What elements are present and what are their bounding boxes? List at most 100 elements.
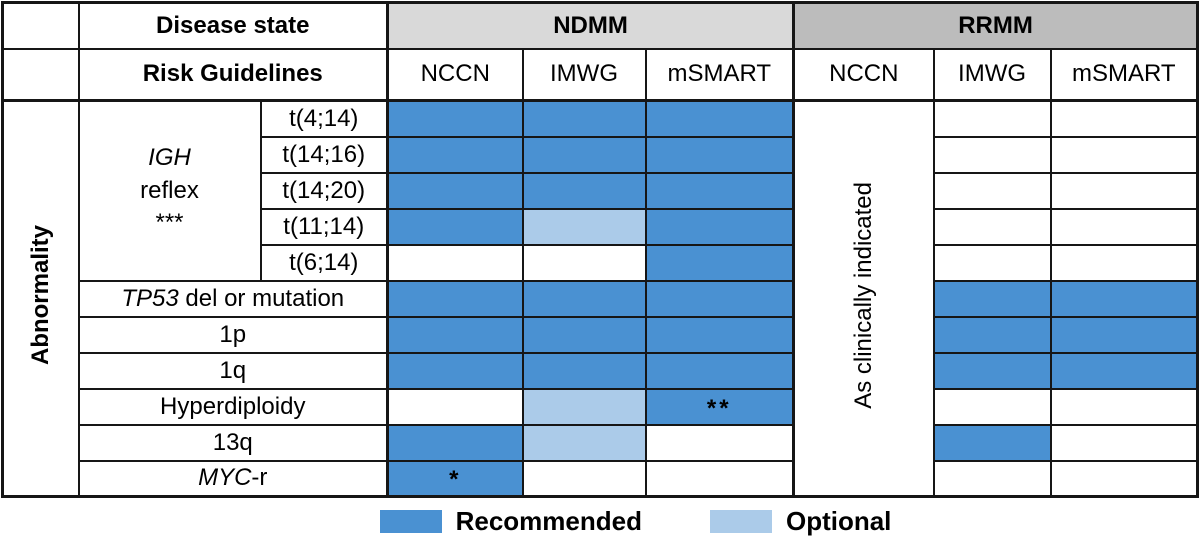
abnormality-axis-cell: Abnormality — [1, 99, 80, 498]
matrix-cell-ndmm-nccn — [386, 135, 524, 174]
row-label: 13q — [77, 423, 389, 462]
table-row: 13q — [3, 423, 1199, 462]
row-label: TP53 del or mutation — [77, 279, 389, 318]
matrix-cell-ndmm-imwg — [521, 351, 647, 390]
matrix-cell-ndmm-msmart — [644, 135, 795, 174]
matrix-cell-rrmm-imwg — [932, 351, 1052, 390]
matrix-cell-ndmm-nccn — [386, 99, 524, 138]
table-row: Hyperdiploidy ** — [3, 387, 1199, 426]
matrix-cell-rrmm-msmart — [1049, 99, 1199, 138]
matrix-cell-ndmm-msmart — [644, 279, 795, 318]
igh-reflex-group-cell: IGH reflex *** — [77, 99, 262, 282]
recommended-label: Recommended — [455, 505, 642, 536]
row-label: MYC-r — [77, 459, 389, 498]
row-label: t(14;16) — [259, 135, 389, 174]
risk-guidelines-table: Disease state NDMM RRMM Risk Guidelines … — [1, 1, 1199, 498]
col-header-ndmm-imwg: IMWG — [521, 47, 647, 102]
matrix-cell-rrmm-msmart — [1049, 459, 1199, 498]
matrix-cell-ndmm-msmart — [644, 423, 795, 462]
matrix-cell-ndmm-nccn — [386, 243, 524, 282]
rrmm-group-header: RRMM — [792, 1, 1199, 50]
row-label: t(14;20) — [259, 171, 389, 210]
igh-footnote-marker: *** — [155, 208, 184, 236]
matrix-cell-ndmm-imwg — [521, 99, 647, 138]
row-label-text: MYC — [198, 464, 252, 492]
table-row: t(6;14) — [3, 243, 1199, 282]
matrix-cell-rrmm-imwg — [932, 99, 1052, 138]
matrix-cell-rrmm-msmart — [1049, 315, 1199, 354]
ndmm-group-header: NDMM — [385, 1, 795, 50]
matrix-cell-rrmm-imwg — [932, 207, 1052, 246]
matrix-cell-rrmm-imwg — [932, 315, 1052, 354]
matrix-cell-ndmm-msmart — [644, 243, 795, 282]
table-row: Risk Guidelines NCCN IMWG mSMART NCCN IM… — [1, 47, 1199, 102]
optional-label: Optional — [785, 505, 892, 536]
matrix-cell-ndmm-msmart — [644, 315, 795, 354]
row-label-text: del or mutation — [178, 284, 345, 312]
row-label-text: 1p — [219, 320, 247, 348]
optional-swatch — [709, 509, 772, 533]
matrix-cell-ndmm-nccn — [386, 279, 524, 318]
corner-cell — [1, 47, 80, 102]
matrix-cell-rrmm-imwg — [932, 279, 1052, 318]
matrix-cell-ndmm-imwg — [521, 243, 647, 282]
matrix-cell-rrmm-msmart — [1049, 423, 1199, 462]
matrix-cell-rrmm-imwg — [932, 459, 1052, 498]
matrix-cell-ndmm-nccn — [386, 207, 524, 246]
matrix-cell-rrmm-msmart — [1049, 243, 1199, 282]
row-label: t(11;14) — [259, 207, 389, 246]
table-row: Disease state NDMM RRMM — [1, 1, 1199, 50]
row-label: Hyperdiploidy — [77, 387, 389, 426]
row-label-text: t(14;20) — [282, 176, 366, 204]
row-label-text: t(4;14) — [289, 104, 359, 132]
matrix-cell-rrmm-msmart — [1049, 207, 1199, 246]
matrix-cell-ndmm-imwg — [521, 459, 647, 498]
matrix-cell-rrmm-imwg — [932, 243, 1052, 282]
matrix-cell-ndmm-nccn — [386, 171, 524, 210]
col-header-ndmm-nccn: NCCN — [386, 47, 524, 102]
risk-guidelines-header: Risk Guidelines — [77, 47, 389, 102]
matrix-cell-ndmm-nccn — [386, 387, 524, 426]
table-row: t(11;14) — [3, 207, 1199, 246]
footnote-marker: ** — [706, 394, 732, 422]
matrix-cell-rrmm-msmart — [1049, 387, 1199, 426]
matrix-cell-rrmm-imwg — [932, 423, 1052, 462]
as-clinically-indicated-label: As clinically indicated — [849, 181, 877, 409]
matrix-cell-ndmm-imwg — [521, 423, 647, 462]
matrix-cell-rrmm-imwg — [932, 171, 1052, 210]
matrix-cell-rrmm-msmart — [1049, 279, 1199, 318]
row-label: t(4;14) — [259, 99, 389, 138]
col-header-rrmm-nccn: NCCN — [792, 47, 935, 102]
row-label-text: -r — [251, 464, 268, 492]
disease-state-header: Disease state — [77, 1, 389, 50]
row-label: t(6;14) — [259, 243, 389, 282]
recommended-swatch — [379, 509, 442, 533]
matrix-cell-ndmm-nccn — [386, 351, 524, 390]
matrix-cell-rrmm-msmart — [1049, 135, 1199, 174]
table-row: Abnormality IGH reflex *** t(4;14) As clinica… — [1, 99, 1199, 498]
col-header-rrmm-imwg: IMWG — [932, 47, 1052, 102]
matrix-cell-ndmm-imwg — [521, 387, 647, 426]
row-label-text: 13q — [212, 428, 253, 456]
matrix-cell-ndmm-imwg — [521, 315, 647, 354]
footnote-marker: * — [449, 466, 462, 494]
table-row: t(14;20) — [3, 171, 1199, 210]
table-row: 1p — [3, 315, 1199, 354]
table-row: MYC-r * — [3, 459, 1199, 498]
corner-cell — [1, 1, 80, 50]
matrix-cell-ndmm-msmart — [644, 99, 795, 138]
matrix-cell-rrmm-msmart — [1049, 171, 1199, 210]
matrix-cell-ndmm-imwg — [521, 171, 647, 210]
matrix-cell-ndmm-imwg — [521, 207, 647, 246]
rrmm-nccn-merged-cell: As clinically indicated — [792, 99, 935, 498]
matrix-cell-rrmm-imwg — [932, 387, 1052, 426]
matrix-cell-rrmm-msmart — [1049, 351, 1199, 390]
matrix-cell-ndmm-msmart: ** — [644, 387, 795, 426]
table-row: TP53 del or mutation — [3, 279, 1199, 318]
table-row: 1q — [3, 351, 1199, 390]
row-label-text: t(11;14) — [283, 212, 365, 240]
igh-reflex-label: reflex — [140, 176, 199, 204]
row-label-text: 1q — [219, 356, 247, 384]
row-label-text: Hyperdiploidy — [160, 392, 306, 420]
